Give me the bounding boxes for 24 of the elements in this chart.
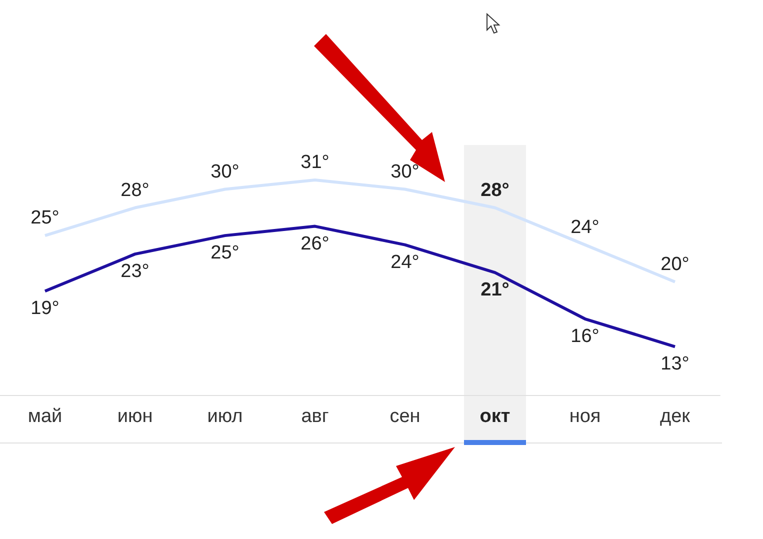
data-label: 20° (660, 254, 690, 275)
x-tick-label: сен (390, 406, 420, 427)
data-label: 16° (570, 326, 600, 347)
data-label: 24° (570, 216, 600, 238)
data-label: 13° (660, 354, 690, 375)
x-tick-label: авг (301, 406, 329, 427)
data-label: 28° (480, 180, 510, 201)
x-tick-label: окт (480, 406, 510, 427)
data-label: 30° (210, 161, 240, 182)
data-label: 24° (390, 252, 420, 273)
x-tick-label: июн (117, 406, 153, 427)
data-label: 21° (480, 280, 510, 301)
x-tick-label: ноя (569, 406, 601, 427)
data-label: 26° (300, 233, 330, 254)
data-label: 28° (120, 180, 150, 201)
x-tick-label: дек (660, 406, 691, 427)
data-label: 19° (30, 298, 60, 320)
data-label: 25° (30, 208, 60, 229)
x-tick-label: июл (207, 406, 243, 427)
data-label: 31° (300, 152, 330, 173)
data-label: 30° (390, 161, 420, 182)
data-label: 25° (210, 242, 240, 264)
data-label: 23° (120, 261, 150, 282)
x-tick-label: май (28, 406, 62, 427)
